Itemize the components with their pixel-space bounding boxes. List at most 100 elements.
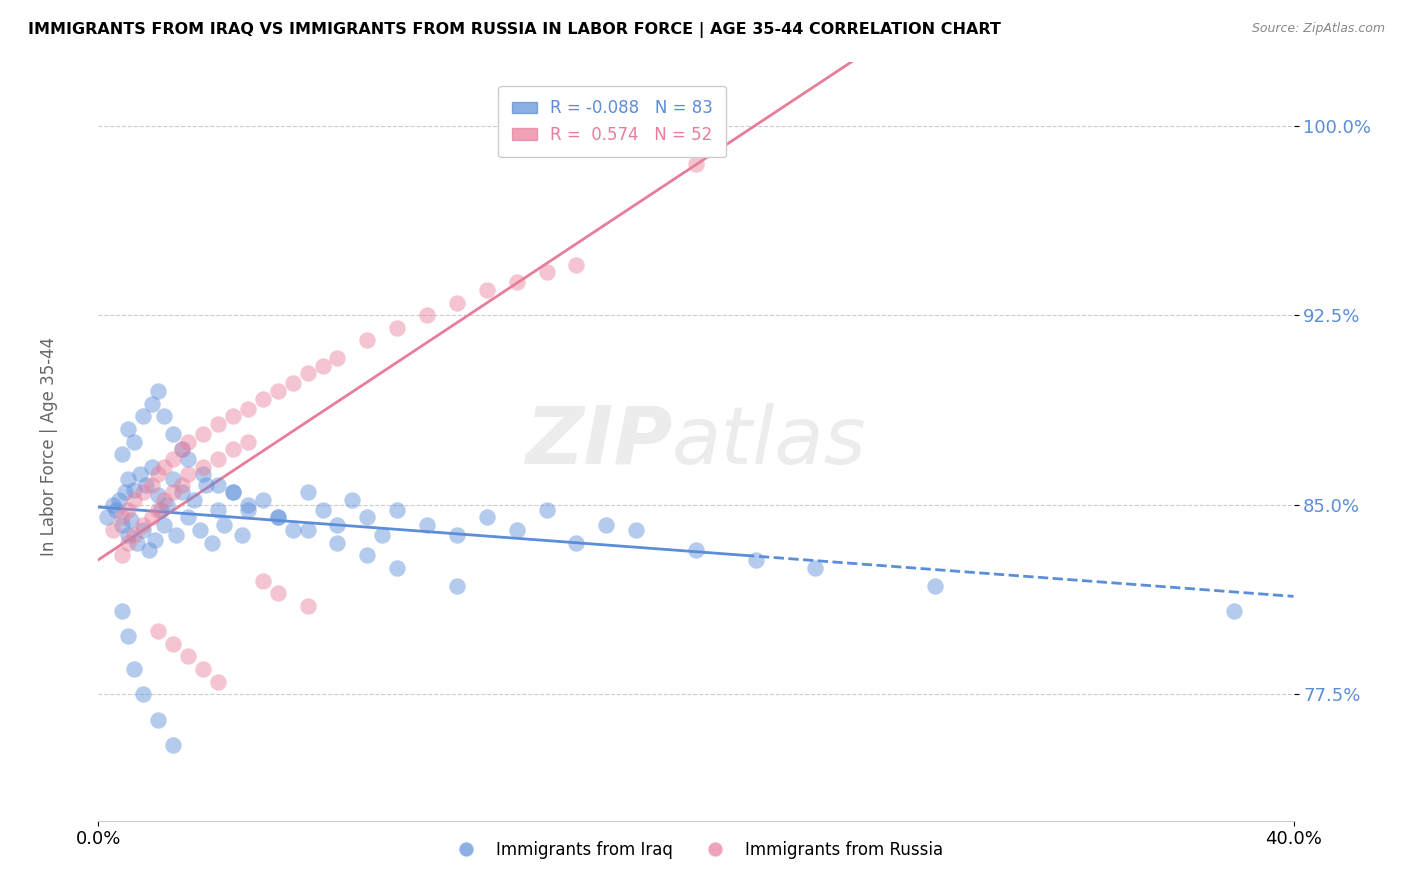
Point [267,384,290,398]
Point [446,579,468,593]
Point [416,518,439,533]
Point [191,467,214,482]
Point [148,467,170,482]
Point [446,295,468,310]
Point [191,459,214,474]
Point [124,662,146,676]
Point [207,674,229,689]
Point [162,738,184,752]
Point [165,528,187,542]
Point [162,485,184,500]
Point [124,483,146,497]
Point [114,485,136,500]
Point [111,604,134,618]
Point [207,417,229,431]
Point [924,579,946,593]
Point [172,485,194,500]
Point [172,442,194,457]
Point [138,543,160,558]
Point [195,477,218,491]
Point [297,366,319,380]
Point [475,510,498,524]
Point [162,426,184,441]
Point [132,687,155,701]
Point [685,156,707,170]
Point [188,523,211,537]
Point [267,586,290,600]
Point [371,528,394,542]
Point [311,359,333,373]
Point [141,459,163,474]
Point [183,492,205,507]
Point [356,549,378,563]
Point [111,549,134,563]
Point [177,649,200,664]
Point [416,308,439,322]
Point [96,510,118,524]
Point [177,467,200,482]
Point [111,447,134,461]
Point [148,487,170,501]
Point [172,477,194,491]
Point [506,523,529,537]
Point [117,629,139,643]
Point [506,275,529,289]
Point [201,535,224,549]
Point [103,523,125,537]
Point [162,637,184,651]
Point [127,535,149,549]
Point [745,553,768,567]
Point [252,574,274,588]
Point [124,528,146,542]
Point [129,467,152,482]
Point [108,492,131,507]
Point [236,498,259,512]
Point [212,518,235,533]
Text: atlas: atlas [672,402,868,481]
Point [536,503,558,517]
Point [281,376,304,391]
Point [156,498,179,512]
Point [111,510,134,524]
Point [236,401,259,416]
Point [446,528,468,542]
Point [475,283,498,297]
Text: In Labor Force | Age 35-44: In Labor Force | Age 35-44 [41,336,58,556]
Point [148,384,170,398]
Point [804,561,827,575]
Point [595,518,617,533]
Point [117,473,139,487]
Point [132,523,155,537]
Point [132,518,155,533]
Point [148,713,170,727]
Point [536,265,558,279]
Point [222,485,245,500]
Point [222,485,245,500]
Point [1223,604,1246,618]
Point [236,434,259,449]
Text: ZIP: ZIP [524,402,672,481]
Point [117,535,139,549]
Point [207,477,229,491]
Point [267,510,290,524]
Point [281,523,304,537]
Point [222,442,245,457]
Point [177,510,200,524]
Point [132,485,155,500]
Point [162,452,184,467]
Point [565,535,588,549]
Point [153,492,176,507]
Text: IMMIGRANTS FROM IRAQ VS IMMIGRANTS FROM RUSSIA IN LABOR FORCE | AGE 35-44 CORREL: IMMIGRANTS FROM IRAQ VS IMMIGRANTS FROM … [28,22,1001,38]
Point [252,492,274,507]
Point [207,452,229,467]
Point [143,533,166,547]
Point [148,503,170,517]
Point [565,258,588,272]
Point [356,510,378,524]
Point [297,599,319,613]
Point [172,442,194,457]
Point [117,503,139,517]
Point [124,492,146,507]
Point [297,485,319,500]
Point [385,503,409,517]
